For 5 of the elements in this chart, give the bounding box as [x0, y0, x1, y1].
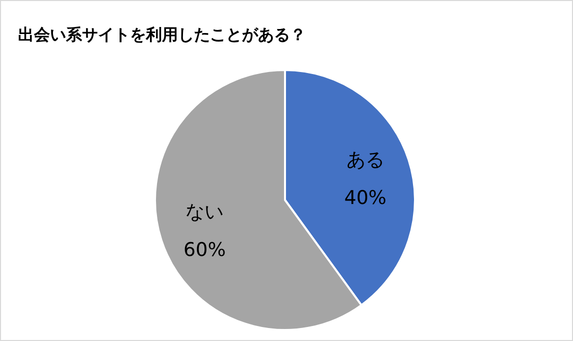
slice-label: ある: [346, 148, 384, 171]
data-label: 60%: [184, 239, 226, 262]
chart-title: 出会い系サイトを利用したことがある？: [18, 25, 306, 44]
data-label: 40%: [344, 186, 386, 209]
slice-label: ない: [186, 201, 224, 224]
